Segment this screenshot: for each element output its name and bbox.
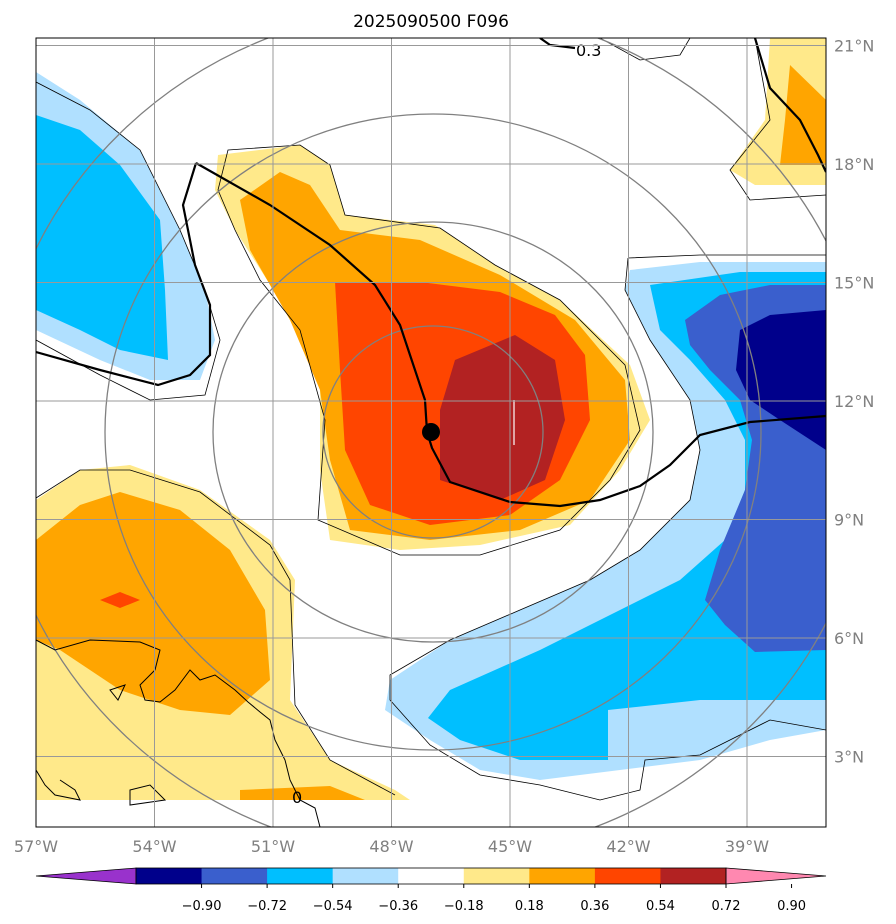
lon-tick-label: 42°W — [606, 837, 650, 856]
colorbar-segment — [594, 868, 661, 884]
colorbar-tick-label: −0.36 — [378, 899, 418, 914]
colorbar-extend-low — [35, 867, 137, 885]
anomaly-fill-sw-0-54 — [100, 592, 140, 608]
anomaly-fill-0-72 — [440, 335, 565, 500]
storm-center-marker — [422, 423, 440, 441]
lon-tick-label: 57°W — [14, 837, 58, 856]
track-lines — [36, 38, 826, 508]
lat-tick-label: 3°N — [834, 748, 864, 767]
thin-contours — [36, 38, 826, 801]
colorbar-tick-label: 0.72 — [712, 899, 741, 914]
colorbar-segment — [267, 868, 334, 884]
colorbar-segment — [529, 868, 596, 884]
coast-label: 0 — [292, 788, 302, 807]
colorbar-segment — [136, 868, 203, 884]
colorbar-extend-high — [725, 867, 827, 885]
lat-tick-label: 18°N — [834, 155, 874, 174]
lon-tick-label: 54°W — [132, 837, 176, 856]
colorbar-tick-label: −0.54 — [313, 899, 353, 914]
lon-tick-label: 45°W — [488, 837, 532, 856]
colorbar-tick-label: −0.18 — [444, 899, 484, 914]
colorbar-tick-label: −0.90 — [182, 899, 222, 914]
colorbar: −0.90 −0.72 −0.54 −0.36 −0.18 0.18 0.36 0.54 0.7… — [35, 867, 827, 914]
colorbar-segment — [660, 868, 727, 884]
colorbar-frame — [135, 867, 727, 885]
anomaly-fill-sw-0-36 — [36, 492, 270, 715]
coastline — [36, 639, 321, 827]
anomaly-fill-e-0-72 — [736, 310, 826, 450]
map-frame — [35, 37, 827, 828]
colorbar-segment — [398, 868, 465, 884]
colorbar-tick-label: 0.18 — [515, 899, 544, 914]
map-area: 0.3 0 — [36, 38, 826, 827]
lon-tick-label: 48°W — [369, 837, 413, 856]
lat-tick-label: 21°N — [834, 37, 874, 56]
lon-tick-label: 51°W — [251, 837, 295, 856]
colorbar-segment — [463, 868, 530, 884]
range-rings — [36, 38, 826, 827]
anomaly-fill-sw-0-36b — [240, 786, 365, 800]
contour-label: 0.3 — [576, 41, 601, 60]
lon-tick-label: 39°W — [725, 837, 769, 856]
colorbar-segment — [332, 868, 399, 884]
colorbar-tick-label: 0.90 — [777, 899, 806, 914]
colorbar-tick-label: 0.36 — [580, 899, 609, 914]
lat-tick-label: 9°N — [834, 511, 864, 530]
colorbar-tick-label: 0.54 — [646, 899, 675, 914]
latitude-labels: 21°N 18°N 15°N 12°N 9°N 6°N 3°N — [834, 37, 874, 767]
colorbar-segment — [201, 868, 268, 884]
gridlines — [35, 38, 826, 827]
longitude-labels: 57°W 54°W 51°W 48°W 45°W 42°W 39°W — [14, 837, 769, 856]
anomaly-fill-ne-0-36 — [780, 65, 826, 165]
lat-tick-label: 6°N — [834, 629, 864, 648]
colorbar-tick-label: −0.72 — [247, 899, 287, 914]
lat-tick-label: 15°N — [834, 274, 874, 293]
figure-title: 2025090500 F096 — [353, 12, 509, 32]
lat-tick-label: 12°N — [834, 392, 874, 411]
